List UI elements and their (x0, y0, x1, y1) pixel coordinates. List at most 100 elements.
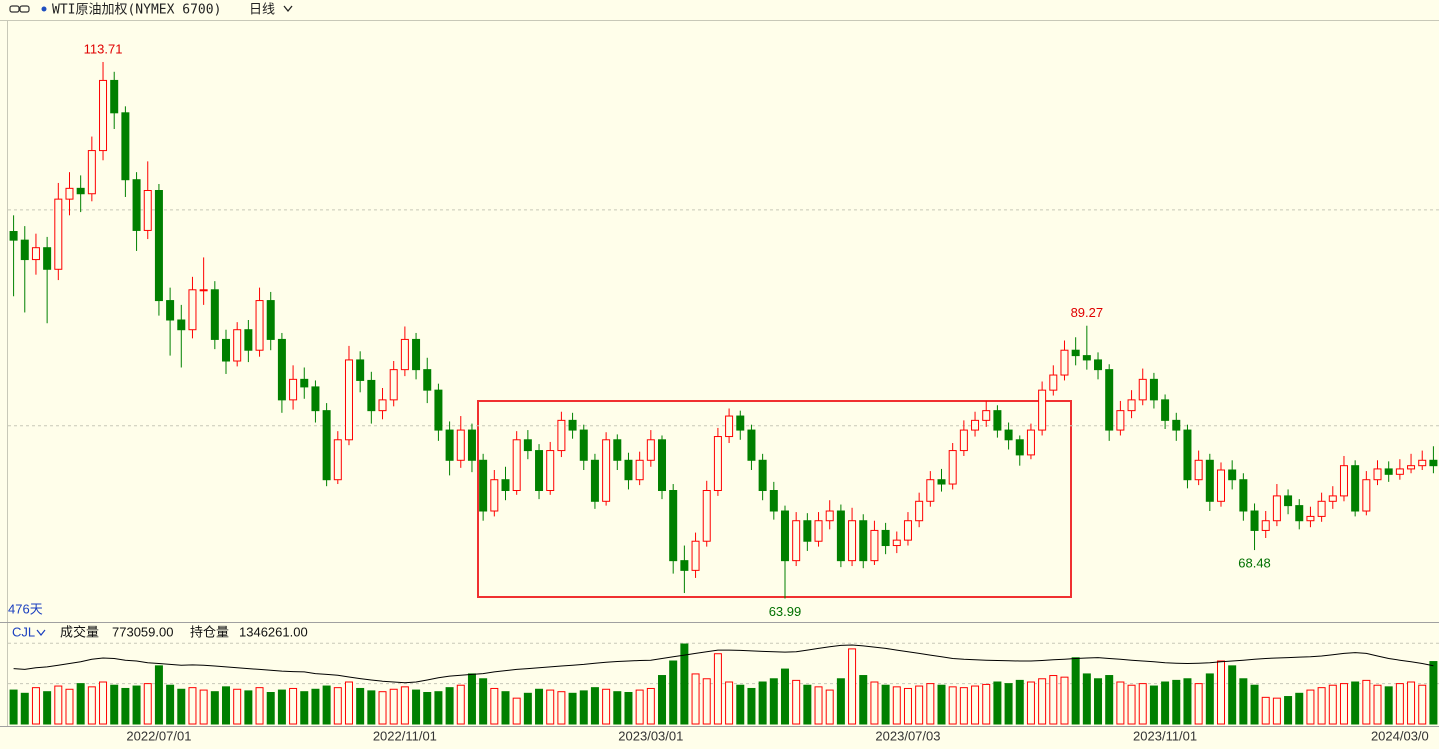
link-icon-left[interactable] (9, 5, 20, 13)
indicator-chevron[interactable] (36, 629, 46, 636)
candle-body (915, 500, 924, 522)
volume-bar (1328, 684, 1337, 725)
candle-body (255, 300, 264, 351)
candle-body (1194, 459, 1203, 481)
candle-body (870, 529, 879, 562)
candle-body (266, 300, 275, 340)
high-label: 113.71 (84, 41, 123, 56)
candle-body (1306, 515, 1315, 522)
candle-body (356, 359, 365, 381)
volume-bar (1228, 665, 1237, 725)
volume-bar (1339, 683, 1348, 725)
candle-body (54, 198, 63, 270)
volume-bar (1094, 678, 1103, 725)
candle-body (1284, 495, 1293, 507)
volume-bar (99, 681, 108, 725)
volume-bar (713, 653, 722, 725)
volume-bar (993, 681, 1002, 725)
volume-bar (725, 681, 734, 725)
candle-body (725, 415, 734, 438)
candle-body (993, 410, 1002, 431)
candle-body (1328, 495, 1337, 502)
candle-body (1362, 479, 1371, 512)
legend-volume-name: 成交量 (60, 624, 99, 639)
candle-body (926, 479, 935, 502)
range-box (477, 400, 1072, 598)
volume-bar (255, 687, 264, 725)
candle-body (1026, 429, 1035, 456)
candle-body (177, 319, 186, 331)
volume-bar (20, 692, 29, 725)
candle-body (1339, 465, 1348, 497)
volume-bar (836, 678, 845, 725)
volume-bar (870, 681, 879, 725)
volume-bar (579, 690, 588, 725)
candle-body (400, 338, 409, 371)
volume-bar (557, 691, 566, 725)
candle-body (836, 510, 845, 562)
candle-body (154, 190, 163, 302)
period-selector[interactable]: 日线 (249, 1, 275, 16)
candle-body (959, 429, 968, 452)
volume-bar (892, 686, 901, 725)
link-icon[interactable] (9, 5, 30, 13)
candle-body (658, 439, 667, 492)
candle-body (971, 419, 980, 431)
candle-body (1172, 419, 1181, 431)
candle-body (76, 187, 85, 195)
candle-body (669, 490, 678, 562)
x-tick-label: 2023/07/03 (875, 728, 940, 743)
volume-bar (1105, 675, 1114, 725)
symbol-title[interactable]: WTI原油加权(NYMEX 6700) (52, 2, 221, 18)
x-tick-label: 2024/03/0 (1371, 728, 1429, 743)
candle-body (333, 439, 342, 481)
candle-body (1183, 429, 1192, 481)
candle-body (1384, 468, 1393, 475)
volume-bar (423, 692, 432, 725)
volume-bar (512, 697, 521, 725)
volume-bar (971, 685, 980, 725)
volume-bar (1418, 684, 1427, 725)
candle-body (445, 429, 454, 461)
candle-body (892, 539, 901, 547)
link-icon-right[interactable] (19, 5, 30, 13)
candle-body (1216, 469, 1225, 502)
volume-bar (624, 692, 633, 725)
volume-bar (356, 687, 365, 725)
volume-bar (1306, 689, 1315, 725)
candle-body (289, 378, 298, 401)
volume-bar (378, 691, 387, 725)
volume-bar (501, 691, 510, 725)
candle-body (1205, 459, 1214, 502)
low-label: 68.48 (1238, 556, 1271, 571)
symbol-dot (41, 6, 47, 12)
volume-bar (1205, 673, 1214, 725)
candle-body (1429, 459, 1438, 467)
volume-bar (1362, 679, 1371, 725)
volume-bar (915, 685, 924, 725)
volume-bar (132, 685, 141, 725)
volume-bar (568, 692, 577, 725)
x-tick-label: 2022/11/01 (373, 728, 437, 743)
candle-body (769, 490, 778, 512)
candle-body (602, 439, 611, 502)
candle-body (523, 439, 532, 452)
candle-body (43, 247, 52, 270)
volume-bar (613, 691, 622, 725)
candle-body (87, 150, 96, 195)
candle-body (1239, 479, 1248, 512)
candle-body (1038, 389, 1047, 431)
candle-body (859, 520, 868, 562)
volume-bar (1004, 683, 1013, 725)
candle-body (713, 436, 722, 492)
period-chevron[interactable] (283, 5, 293, 13)
volume-bar (825, 689, 834, 725)
indicator-name[interactable]: CJL (12, 624, 35, 639)
volume-bar (333, 687, 342, 725)
candle-body (143, 190, 152, 231)
volume-bar (177, 688, 186, 725)
candle-body (300, 378, 309, 388)
candle-body (434, 389, 443, 431)
candle-body (188, 289, 197, 331)
